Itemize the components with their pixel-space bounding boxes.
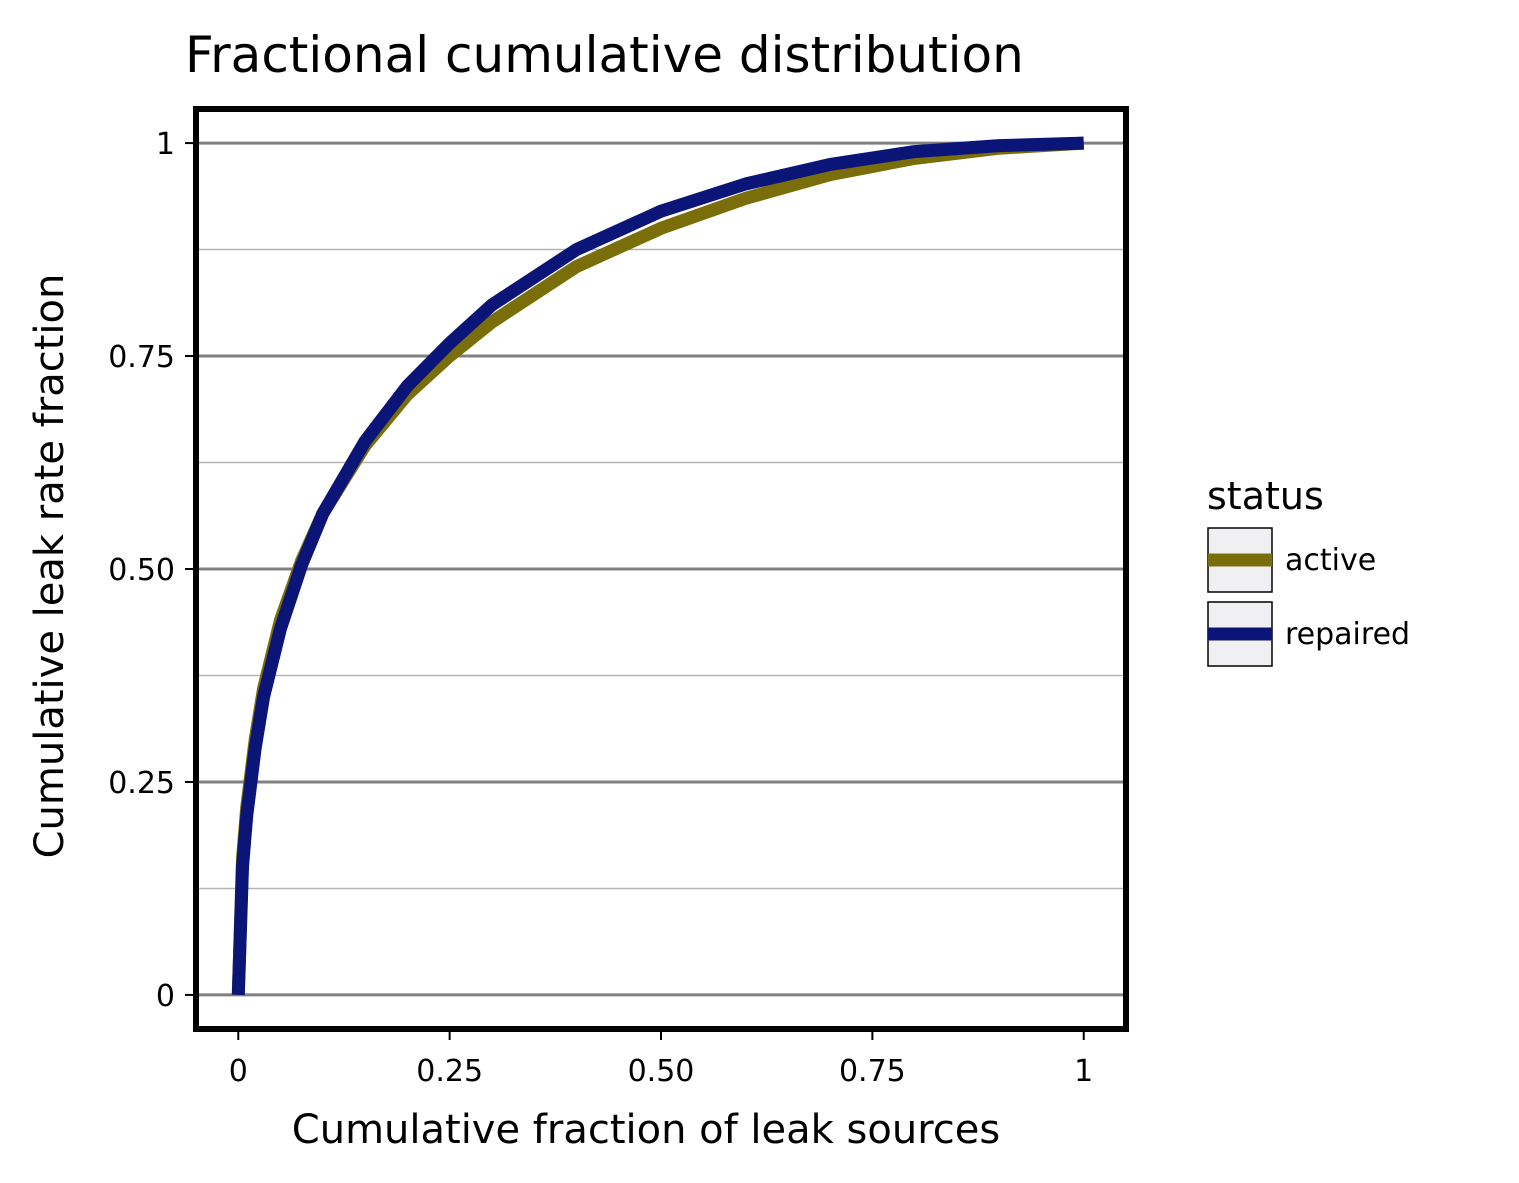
x-tick-label: 0: [229, 1054, 248, 1089]
x-tick-label: 0.25: [416, 1054, 483, 1089]
y-tick-label: 0.75: [108, 340, 175, 375]
chart-title: Fractional cumulative distribution: [185, 26, 1024, 84]
y-tick-label: 0.25: [108, 766, 175, 801]
y-tick-label: 0: [156, 979, 175, 1014]
x-tick-label: 0.50: [628, 1054, 695, 1089]
y-tick-label: 0.50: [108, 553, 175, 588]
x-tick-label: 1: [1074, 1054, 1093, 1089]
series-lines: [231, 136, 1085, 996]
grid: [196, 141, 1126, 997]
y-axis-title: Cumulative leak rate fraction: [27, 274, 73, 859]
legend-label-repaired: repaired: [1285, 617, 1410, 652]
y-axis: 0 0.25 0.50 0.75 1: [108, 127, 193, 1014]
series-line-repaired: [231, 136, 1084, 996]
x-axis: 0 0.25 0.50 0.75 1: [229, 1032, 1093, 1089]
x-tick-label: 0.75: [839, 1054, 906, 1089]
panel-border: [193, 106, 1129, 1032]
x-axis-title: Cumulative fraction of leak sources: [292, 1107, 1000, 1153]
legend: status active repaired: [1207, 474, 1410, 667]
legend-label-active: active: [1285, 543, 1376, 578]
y-tick-label: 1: [156, 127, 175, 162]
legend-title: status: [1207, 474, 1324, 518]
